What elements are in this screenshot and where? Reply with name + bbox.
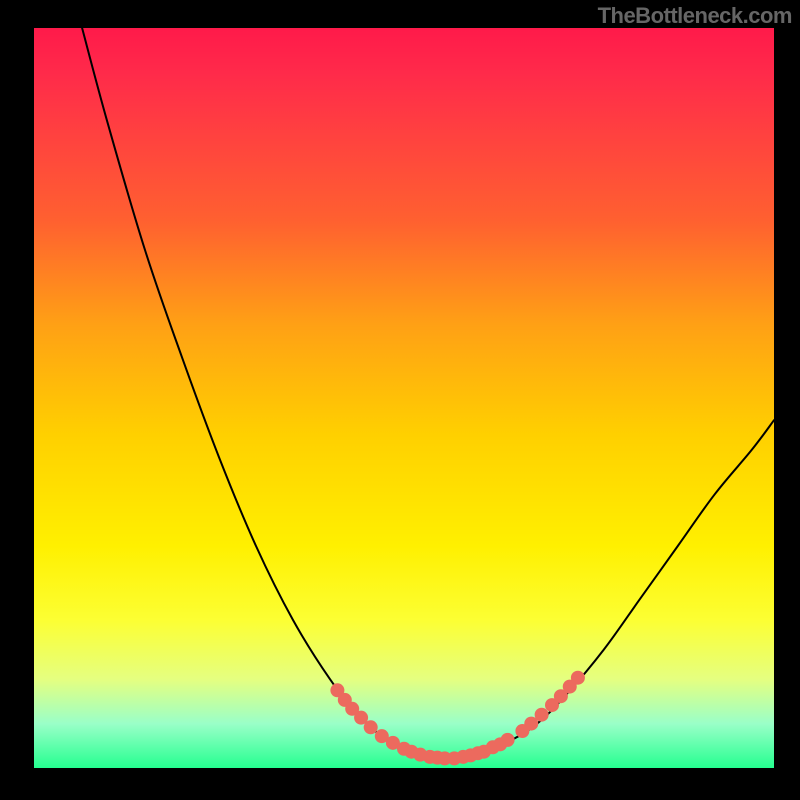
marker-point (501, 733, 515, 747)
plot-area (34, 28, 774, 768)
marker-point (535, 708, 549, 722)
marker-point (571, 671, 585, 685)
marker-point (364, 720, 378, 734)
curve-left-branch (82, 28, 434, 758)
curve-svg (34, 28, 774, 768)
chart-container: TheBottleneck.com (0, 0, 800, 800)
curve-right-branch (434, 420, 774, 758)
watermark-text: TheBottleneck.com (598, 3, 792, 29)
